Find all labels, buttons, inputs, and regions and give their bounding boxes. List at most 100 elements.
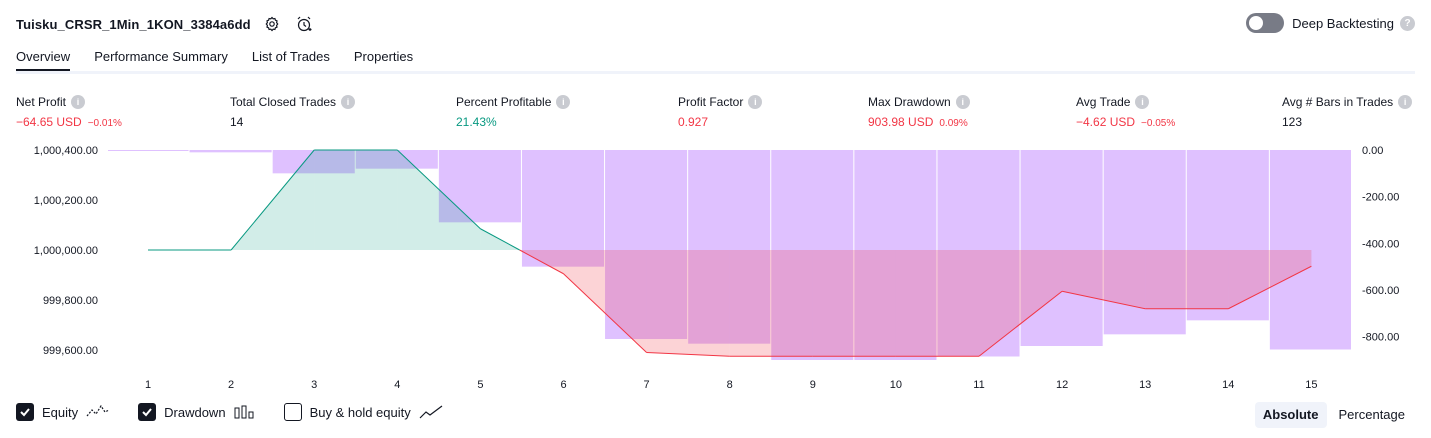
metric-sub: 0.09%: [939, 118, 968, 129]
metric-value: 21.43%: [456, 115, 497, 129]
deep-backtesting-label: Deep Backtesting: [1292, 15, 1394, 31]
drawdown-bar: [1103, 150, 1186, 335]
metric-label: Max Drawdown: [868, 95, 951, 109]
y-right-tick-label: -600.00: [1362, 285, 1399, 297]
checkbox-checked-icon[interactable]: [138, 403, 157, 421]
y-left-tick-label: 1,000,400.00: [34, 145, 98, 157]
drawdown-bar: [355, 150, 438, 169]
metric-avg-trade: Avg Trade i −4.62 USD −0.05%: [1076, 94, 1175, 129]
equity-drawdown-chart[interactable]: 1,000,400.00 1,000,200.00 1,000,000.00 999,…: [0, 138, 1431, 396]
x-tick-label: 14: [1222, 379, 1234, 391]
tab-divider: [16, 71, 1415, 74]
equity-line-segment: [563, 273, 647, 353]
equity-area: [812, 250, 896, 357]
metric-sub: −0.01%: [87, 118, 122, 129]
metric-sub: −0.05%: [1141, 118, 1176, 129]
tab-overview[interactable]: Overview: [16, 44, 71, 72]
info-icon[interactable]: i: [748, 95, 763, 109]
metric-net-profit: Net Profit i −64.65 USD −0.01%: [16, 94, 122, 129]
x-tick-label: 7: [644, 379, 650, 391]
equity-line-segment: [480, 228, 520, 251]
metric-percent-profitable: Percent Profitable i 21.43%: [456, 94, 571, 129]
equity-area: [979, 250, 1063, 357]
drawdown-bar: [937, 150, 1020, 357]
y-right-tick-label: -400.00: [1362, 238, 1399, 250]
strategy-title: Tuisku_CRSR_1Min_1KON_3384a6dd: [16, 16, 251, 32]
metric-label: Avg Trade: [1076, 95, 1131, 109]
drawdown-bar: [272, 150, 355, 174]
x-tick-label: 10: [890, 379, 902, 391]
equity-line-segment: [978, 290, 1063, 357]
metric-total-closed-trades: Total Closed Trades i 14: [230, 94, 356, 129]
x-tick-label: 3: [311, 379, 317, 391]
info-icon[interactable]: i: [1398, 95, 1413, 109]
info-icon[interactable]: i: [556, 95, 571, 109]
legend-buy-hold[interactable]: Buy & hold equity: [283, 403, 443, 421]
equity-area: [314, 150, 398, 250]
drawdown-bars-icon: [234, 405, 256, 419]
info-icon[interactable]: i: [341, 95, 356, 109]
x-tick-label: 8: [727, 379, 733, 391]
drawdown-bar: [189, 150, 272, 153]
checkbox-checked-icon[interactable]: [16, 403, 34, 421]
drawdown-bar: [1269, 150, 1351, 350]
metric-label: Profit Factor: [678, 95, 744, 109]
metric-label: Avg # Bars in Trades: [1282, 95, 1394, 109]
metric-value: −64.65 USD: [16, 115, 82, 129]
legend-label: Buy & hold equity: [309, 404, 411, 420]
legend-equity[interactable]: Equity: [16, 403, 110, 421]
equity-area: [1145, 250, 1229, 309]
y-left-tick-label: 1,000,200.00: [34, 195, 98, 207]
tab-list-of-trades[interactable]: List of Trades: [251, 49, 330, 64]
metric-profit-factor: Profit Factor i 0.927: [678, 94, 763, 129]
info-icon[interactable]: i: [71, 95, 86, 109]
tab-properties[interactable]: Properties: [353, 49, 414, 64]
y-right-tick-label: 0.00: [1362, 145, 1383, 157]
y-right-tick-label: -200.00: [1362, 192, 1399, 204]
metric-max-drawdown: Max Drawdown i 903.98 USD 0.09%: [868, 94, 970, 129]
equity-area: [646, 250, 730, 357]
x-tick-label: 13: [1139, 379, 1151, 391]
metric-value: −4.62 USD: [1076, 115, 1136, 129]
equity-line-segment: [1061, 290, 1146, 310]
x-tick-label: 5: [477, 379, 483, 391]
checkbox-unchecked-icon[interactable]: [283, 403, 302, 421]
drawdown-bar: [1020, 150, 1103, 346]
tab-performance-summary[interactable]: Performance Summary: [94, 49, 228, 64]
drawdown-bar: [854, 150, 937, 360]
equity-line-segment: [230, 149, 315, 251]
gear-icon[interactable]: [261, 13, 283, 35]
metric-value: 14: [230, 115, 244, 129]
y-left-tick-label: 999,600.00: [43, 345, 98, 357]
drawdown-bar: [438, 150, 521, 223]
alarm-clock-add-icon[interactable]: [293, 13, 315, 35]
info-icon[interactable]: i: [1135, 95, 1150, 109]
x-tick-label: 12: [1056, 379, 1068, 391]
drawdown-bar: [108, 150, 189, 151]
equity-area: [563, 250, 647, 353]
y-right-tick-label: -800.00: [1362, 332, 1399, 344]
y-left-tick-label: 1,000,000.00: [34, 245, 98, 257]
legend-drawdown[interactable]: Drawdown: [138, 403, 255, 421]
mode-absolute-button[interactable]: Absolute: [1254, 402, 1327, 428]
toggle-knob: [1249, 16, 1264, 30]
equity-line-segment: [519, 249, 564, 275]
chart-legend: Equity Drawdown Buy & hold equity: [16, 403, 471, 421]
drawdown-bar: [1186, 150, 1269, 321]
metric-value: 903.98 USD: [868, 115, 934, 129]
metric-label: Percent Profitable: [456, 95, 552, 109]
equity-line-icon: [86, 405, 110, 419]
metric-avg-bars: Avg # Bars in Trades i 123: [1282, 94, 1413, 129]
equity-line-segment: [396, 149, 481, 230]
help-icon[interactable]: ?: [1400, 15, 1415, 31]
drawdown-bar: [521, 150, 605, 267]
x-tick-label: 11: [973, 379, 984, 391]
mode-percentage-button[interactable]: Percentage: [1338, 407, 1406, 422]
deep-backtesting-toggle[interactable]: [1246, 13, 1285, 33]
equity-line-segment: [1228, 265, 1312, 310]
legend-label: Equity: [42, 404, 79, 420]
info-icon[interactable]: i: [955, 95, 970, 109]
metric-value: 0.927: [678, 115, 709, 129]
x-tick-label: 9: [810, 379, 816, 391]
y-left-tick-label: 999,800.00: [43, 295, 98, 307]
